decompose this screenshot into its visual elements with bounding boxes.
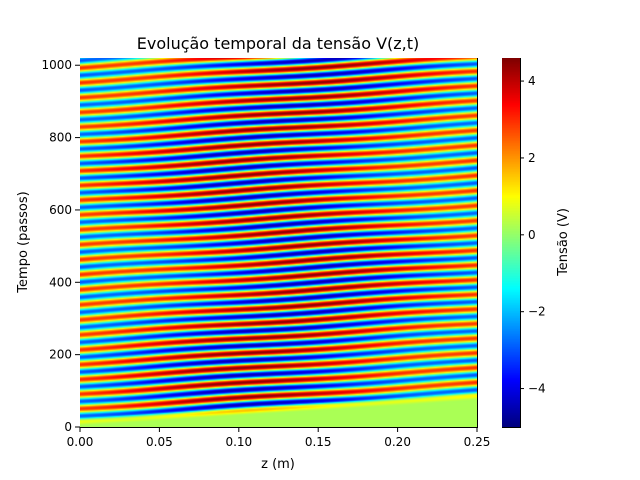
colorbar-tick-label: 0 xyxy=(528,228,536,242)
colorbar-tick-label: −2 xyxy=(528,305,546,319)
x-axis-label: z (m) xyxy=(261,457,295,472)
x-tick-label: 0.25 xyxy=(464,435,491,449)
x-tick-label: 0.05 xyxy=(146,435,173,449)
y-tick-label: 1000 xyxy=(41,58,72,72)
colorbar-gradient xyxy=(502,58,520,427)
x-tick-label: 0.00 xyxy=(67,435,94,449)
heatmap-image xyxy=(80,58,477,427)
chart-title: Evolução temporal da tensão V(z,t) xyxy=(137,34,420,53)
colorbar-ticks: −4 −2 0 2 4 xyxy=(520,74,546,396)
colorbar-tick-label: −4 xyxy=(528,382,546,396)
x-tick-label: 0.15 xyxy=(305,435,332,449)
colorbar-tick-label: 4 xyxy=(528,74,536,88)
y-tick-label: 0 xyxy=(64,420,72,434)
colorbar-label: Tensão (V) xyxy=(556,208,571,277)
y-tick-label: 200 xyxy=(49,348,72,362)
y-tick-label: 800 xyxy=(49,131,72,145)
x-tick-label: 0.10 xyxy=(225,435,252,449)
x-tick-label: 0.20 xyxy=(384,435,411,449)
y-tick-label: 600 xyxy=(49,203,72,217)
y-tick-label: 400 xyxy=(49,275,72,289)
x-axis-ticks: 0.00 0.05 0.10 0.15 0.20 0.25 xyxy=(67,427,491,449)
y-axis-label: Tempo (passos) xyxy=(16,191,31,293)
colorbar-tick-label: 2 xyxy=(528,151,536,165)
y-axis-ticks: 0 200 400 600 800 1000 xyxy=(41,58,80,434)
